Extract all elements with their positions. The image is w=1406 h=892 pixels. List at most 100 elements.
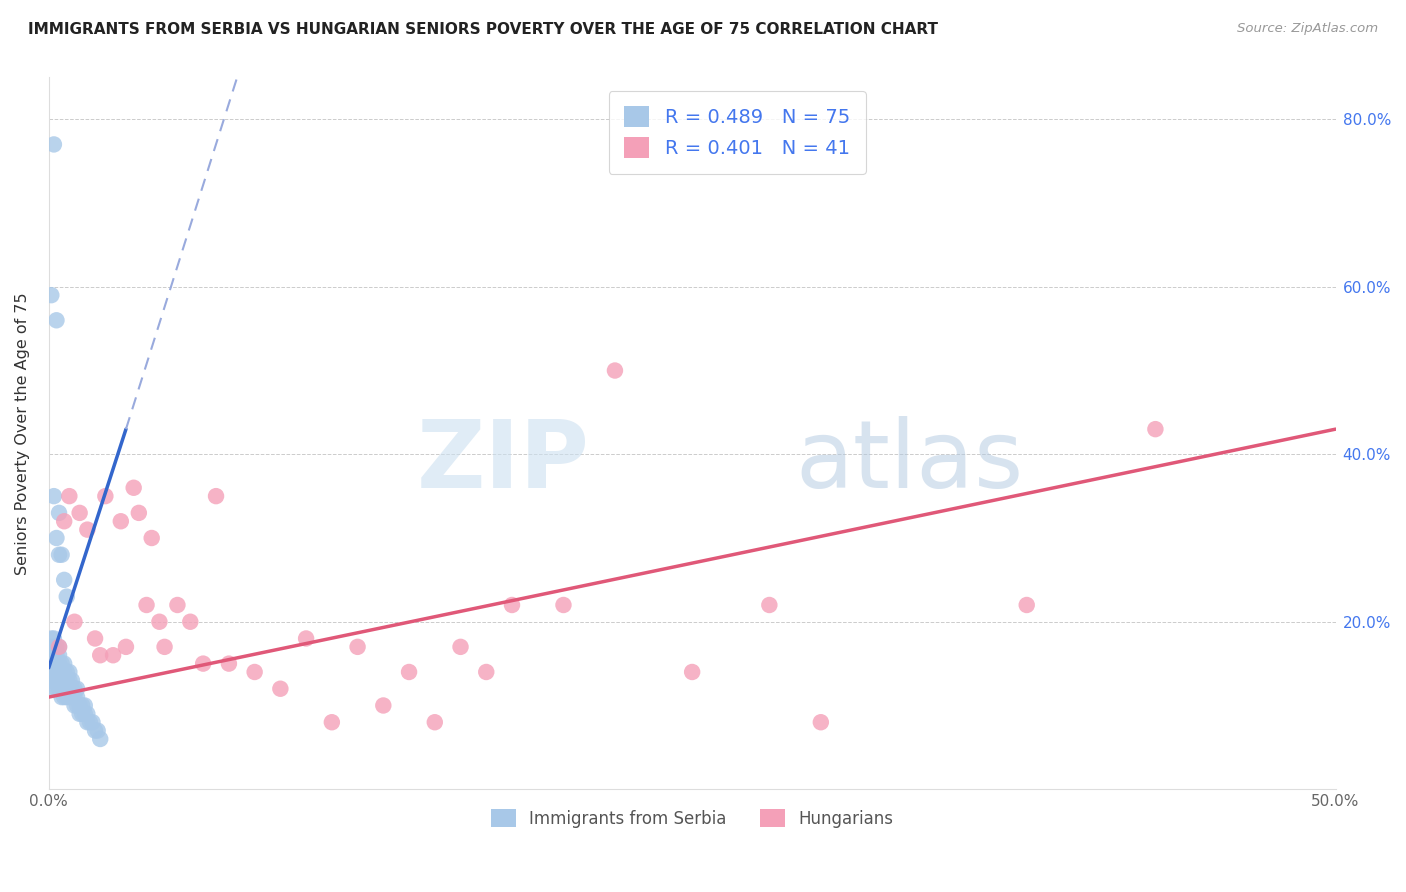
Point xyxy=(58,665,80,679)
Point xyxy=(76,715,98,730)
Point xyxy=(58,489,80,503)
Point xyxy=(66,690,89,705)
Point xyxy=(346,640,368,654)
Point xyxy=(58,690,80,705)
Point xyxy=(1144,422,1167,436)
Point xyxy=(51,673,73,688)
Point xyxy=(205,489,228,503)
Point xyxy=(55,681,77,696)
Point xyxy=(66,698,89,713)
Point xyxy=(45,640,67,654)
Point xyxy=(48,657,70,671)
Point xyxy=(51,681,73,696)
Point xyxy=(218,657,240,671)
Point xyxy=(141,531,163,545)
Point xyxy=(63,698,86,713)
Point xyxy=(45,665,67,679)
Point xyxy=(45,531,67,545)
Point xyxy=(42,648,65,663)
Point xyxy=(53,657,76,671)
Point xyxy=(135,598,157,612)
Point xyxy=(94,489,117,503)
Point xyxy=(42,665,65,679)
Point xyxy=(41,640,63,654)
Text: ZIP: ZIP xyxy=(416,416,589,508)
Text: atlas: atlas xyxy=(796,416,1024,508)
Point xyxy=(60,673,83,688)
Point xyxy=(810,715,832,730)
Point xyxy=(41,288,63,302)
Point xyxy=(51,690,73,705)
Point xyxy=(42,657,65,671)
Point xyxy=(42,632,65,646)
Point xyxy=(70,706,93,721)
Point xyxy=(45,673,67,688)
Point xyxy=(110,514,132,528)
Point xyxy=(63,690,86,705)
Point xyxy=(89,648,111,663)
Point xyxy=(63,681,86,696)
Point xyxy=(45,657,67,671)
Point xyxy=(58,673,80,688)
Point xyxy=(51,548,73,562)
Point xyxy=(48,648,70,663)
Point xyxy=(55,665,77,679)
Point xyxy=(179,615,201,629)
Point xyxy=(84,632,107,646)
Point xyxy=(60,681,83,696)
Point xyxy=(53,573,76,587)
Point xyxy=(53,514,76,528)
Point xyxy=(450,640,472,654)
Point xyxy=(603,363,626,377)
Point xyxy=(398,665,420,679)
Point xyxy=(48,506,70,520)
Point xyxy=(243,665,266,679)
Point xyxy=(758,598,780,612)
Point xyxy=(45,648,67,663)
Point xyxy=(501,598,523,612)
Point xyxy=(73,706,96,721)
Point xyxy=(55,690,77,705)
Point xyxy=(153,640,176,654)
Point xyxy=(295,632,318,646)
Text: IMMIGRANTS FROM SERBIA VS HUNGARIAN SENIORS POVERTY OVER THE AGE OF 75 CORRELATI: IMMIGRANTS FROM SERBIA VS HUNGARIAN SENI… xyxy=(28,22,938,37)
Point xyxy=(42,489,65,503)
Point xyxy=(115,640,138,654)
Point xyxy=(45,681,67,696)
Point xyxy=(48,681,70,696)
Point xyxy=(41,665,63,679)
Point xyxy=(122,481,145,495)
Point xyxy=(48,548,70,562)
Point xyxy=(128,506,150,520)
Point xyxy=(60,690,83,705)
Point xyxy=(101,648,124,663)
Legend: Immigrants from Serbia, Hungarians: Immigrants from Serbia, Hungarians xyxy=(484,802,900,834)
Point xyxy=(73,698,96,713)
Point xyxy=(191,657,214,671)
Point xyxy=(41,632,63,646)
Point xyxy=(84,723,107,738)
Point xyxy=(63,615,86,629)
Text: Source: ZipAtlas.com: Source: ZipAtlas.com xyxy=(1237,22,1378,36)
Point xyxy=(86,723,108,738)
Point xyxy=(58,681,80,696)
Point xyxy=(41,648,63,663)
Y-axis label: Seniors Poverty Over the Age of 75: Seniors Poverty Over the Age of 75 xyxy=(15,292,30,574)
Point xyxy=(79,715,101,730)
Point xyxy=(148,615,170,629)
Point xyxy=(321,715,343,730)
Point xyxy=(41,673,63,688)
Point xyxy=(48,665,70,679)
Point xyxy=(69,706,91,721)
Point xyxy=(69,698,91,713)
Point xyxy=(53,673,76,688)
Point xyxy=(76,706,98,721)
Point xyxy=(42,673,65,688)
Point xyxy=(42,681,65,696)
Point xyxy=(373,698,395,713)
Point xyxy=(53,665,76,679)
Point xyxy=(553,598,575,612)
Point xyxy=(42,640,65,654)
Point xyxy=(53,690,76,705)
Point xyxy=(51,665,73,679)
